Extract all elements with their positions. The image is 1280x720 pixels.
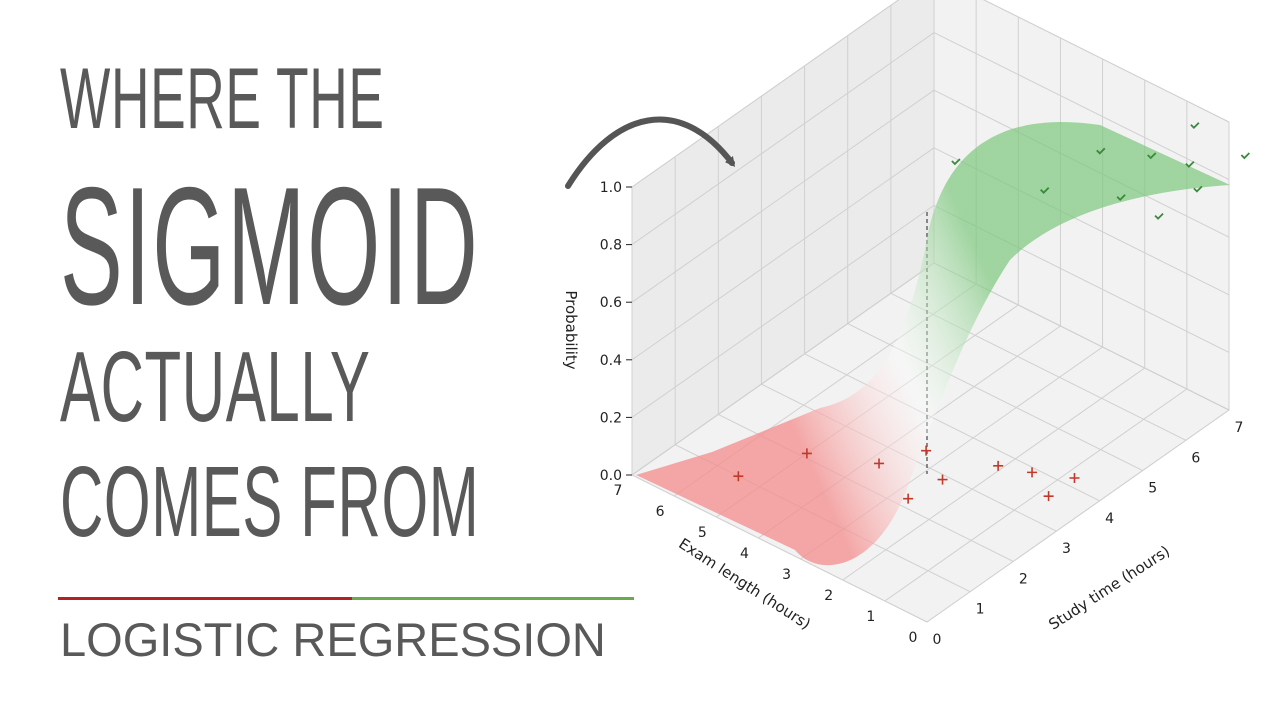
x-tick-label: 2: [1019, 571, 1028, 587]
y-tick-label: 1: [866, 609, 875, 625]
fail-point: [1027, 467, 1038, 478]
z-tick-label: 0.0: [600, 468, 622, 484]
fail-point: [937, 474, 948, 485]
tick-labels: 0.0 0.2 0.4 0.6 0.8 1.0 0 1 2 3 4 5 6 7 0 1 2 3 4 5 6 7: [600, 180, 1244, 648]
divider-green: [352, 597, 634, 600]
pass-point: [1193, 185, 1203, 193]
z-tick-label: 1.0: [600, 180, 622, 196]
pass-point: [1147, 152, 1157, 160]
fail-point: [903, 493, 914, 504]
sigmoid-surface-fill: [636, 121, 1230, 566]
title-line-3: ACTUALLY: [60, 331, 371, 443]
x-tick-label: 1: [976, 602, 985, 618]
divider-red: [58, 597, 352, 600]
curved-arrow-icon: [565, 116, 736, 189]
z-tick-label: 0.2: [600, 410, 622, 426]
pass-point: [1040, 187, 1050, 194]
title-line-4: COMES FROM: [60, 446, 480, 558]
fail-point: [874, 458, 885, 469]
sigmoid-surface: [636, 121, 1230, 566]
title-line-1: WHERE THE: [60, 51, 385, 147]
pass-point: [1096, 147, 1106, 155]
pass-point: [1190, 122, 1200, 129]
fail-point: [801, 448, 812, 459]
fail-point: [921, 445, 932, 456]
grid-line-z: [631, 0, 1230, 188]
fail-point: [993, 460, 1004, 471]
x-tick-label: 7: [1235, 420, 1244, 436]
y-tick-label: 0: [909, 630, 918, 646]
y-tick-label: 5: [698, 525, 707, 541]
grid-line-z: [631, 32, 1230, 246]
fail-point: [1043, 491, 1054, 502]
x-tick-label: 6: [1191, 450, 1200, 466]
y-tick-label: 6: [656, 504, 665, 520]
z-tick-label: 0.4: [600, 353, 622, 369]
pass-point: [1154, 212, 1164, 220]
subtitle: LOGISTIC REGRESSION: [60, 613, 606, 666]
y-tick-label: 4: [740, 546, 749, 562]
z-tick-label: 0.8: [600, 238, 622, 254]
pass-point: [1185, 161, 1195, 168]
grid-line-z: [631, 147, 1230, 361]
y-tick-label: 2: [824, 588, 833, 604]
y-tick-label: 3: [782, 567, 791, 583]
pass-point: [951, 158, 961, 166]
x-tick-label: 0: [933, 632, 942, 648]
pass-point: [1116, 194, 1126, 201]
fail-point: [733, 471, 744, 482]
grid-line-z: [631, 204, 1230, 418]
x-tick-label: 5: [1148, 481, 1157, 497]
z-axis-label: Probability: [562, 290, 580, 369]
z-tick-label: 0.6: [600, 295, 622, 311]
pass-point: [1240, 152, 1250, 160]
x-tick-label: 3: [1062, 541, 1071, 557]
fail-point: [1069, 473, 1080, 483]
y-tick-label: 7: [614, 483, 623, 499]
data-points: [733, 122, 1250, 504]
x-tick-label: 4: [1105, 511, 1114, 527]
title-line-2: SIGMOID: [60, 152, 480, 340]
